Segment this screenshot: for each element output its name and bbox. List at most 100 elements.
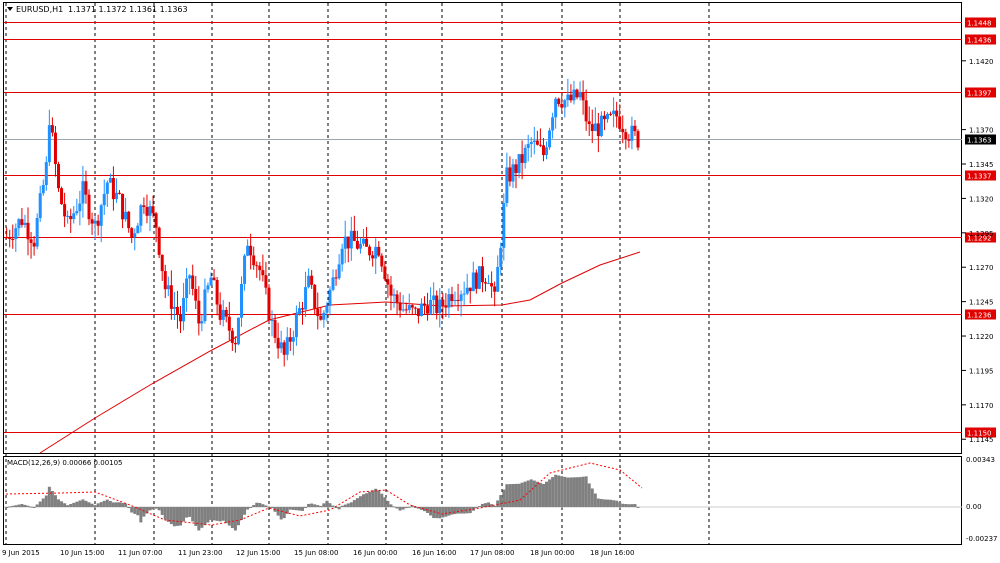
macd-bar	[508, 484, 512, 507]
macd-bar	[133, 507, 137, 514]
candle-body	[212, 277, 216, 281]
macd-bar	[380, 493, 384, 507]
macd-bar	[346, 503, 350, 507]
macd-bar	[514, 483, 518, 507]
candle-body	[297, 308, 301, 315]
macd-bar	[410, 505, 414, 507]
candle-body	[450, 294, 454, 301]
macd-indicator: 0.00343 0.00 -0.00237	[4, 456, 997, 543]
candle-body	[17, 219, 21, 229]
candle-body	[57, 164, 61, 189]
time-axis: 9 Jun 2015 10 Jun 15:00 11 Jun 07:00 11 Jun…	[2, 549, 634, 557]
candle-body	[423, 303, 427, 306]
macd-bar	[224, 507, 228, 524]
macd-bar	[93, 505, 97, 507]
macd-bar	[575, 477, 579, 507]
level-price-label: 1.1150	[967, 430, 992, 438]
macd-bar	[136, 507, 140, 516]
candle-body	[599, 115, 603, 137]
candle-body	[166, 285, 170, 290]
macd-bar	[535, 481, 539, 507]
macd-bar	[566, 477, 570, 507]
candle-body	[340, 248, 344, 265]
macd-bar	[255, 502, 259, 507]
macd-bar	[456, 507, 460, 514]
macd-bar	[596, 498, 600, 507]
macd-bar	[142, 507, 146, 517]
level-price-badge	[965, 17, 996, 28]
macd-bar	[182, 507, 186, 522]
candle-body	[209, 277, 213, 286]
horizontal-levels[interactable]: 1.1448 1.1436 1.1397 1.1337 1.1292 1.1236 1.11…	[4, 17, 996, 438]
candle-body	[90, 219, 94, 224]
candle-body	[615, 110, 619, 117]
macd-bar	[17, 504, 21, 507]
macd-bar	[441, 507, 445, 518]
macd-bar	[599, 498, 603, 507]
macd-bar	[447, 507, 451, 516]
candle-body	[14, 228, 18, 240]
candle-body	[270, 320, 274, 322]
candle-body	[93, 220, 97, 224]
macd-bar	[84, 500, 88, 507]
candle-body	[621, 128, 625, 133]
macd-bar	[154, 507, 158, 509]
macd-bar	[166, 507, 170, 522]
macd-bar	[130, 507, 134, 513]
macd-bar	[499, 495, 503, 507]
candlesticks	[5, 78, 640, 367]
candle-body	[249, 245, 253, 256]
level-price-label: 1.1397	[967, 90, 992, 98]
candle-body	[325, 305, 329, 313]
macd-bar	[53, 495, 57, 507]
candle-body	[398, 302, 402, 311]
candle-body	[316, 308, 320, 317]
level-price-badge	[965, 34, 996, 45]
candle-body	[523, 147, 527, 163]
candle-body	[114, 192, 118, 200]
candle-body	[294, 314, 298, 338]
macd-bar	[145, 507, 149, 514]
candle-body	[69, 215, 73, 220]
candle-body	[215, 280, 219, 305]
candle-body	[490, 283, 494, 287]
level-price-label: 1.1236	[967, 312, 992, 320]
chevron-down-icon[interactable]	[7, 7, 13, 11]
candle-body	[505, 167, 509, 204]
candle-body	[258, 265, 262, 271]
candle-body	[307, 275, 311, 288]
candle-body	[572, 89, 576, 101]
candle-body	[499, 247, 503, 268]
candle-body	[593, 123, 597, 132]
macd-bar	[383, 497, 387, 507]
macd-bar	[148, 507, 152, 511]
candle-body	[227, 316, 231, 331]
macd-bar	[609, 499, 613, 507]
time-axis-label: 16 Jun 00:00	[353, 549, 397, 557]
candle-body	[288, 337, 292, 342]
macd-bar	[105, 499, 109, 507]
time-axis-label: 18 Jun 16:00	[590, 549, 634, 557]
price-tick-label: 1.1145	[969, 436, 994, 444]
candle-body	[514, 164, 518, 173]
macd-axis-label: -0.00237	[966, 535, 997, 543]
macd-bar	[285, 507, 289, 514]
macd-bar	[615, 500, 619, 507]
level-price-label: 1.1292	[967, 235, 992, 243]
macd-bar	[258, 502, 262, 507]
macd-bar	[221, 507, 225, 521]
macd-bar	[60, 501, 64, 507]
candle-body	[624, 132, 628, 140]
candle-body	[145, 207, 149, 216]
macd-bar	[487, 502, 491, 507]
candle-body	[487, 283, 491, 285]
macd-bar	[541, 484, 545, 507]
macd-bar	[578, 477, 582, 507]
candle-body	[41, 184, 45, 194]
candle-body	[441, 299, 445, 307]
current-price-label: 1.1363	[967, 137, 992, 145]
macd-bar	[490, 504, 494, 507]
candle-body	[484, 282, 488, 284]
